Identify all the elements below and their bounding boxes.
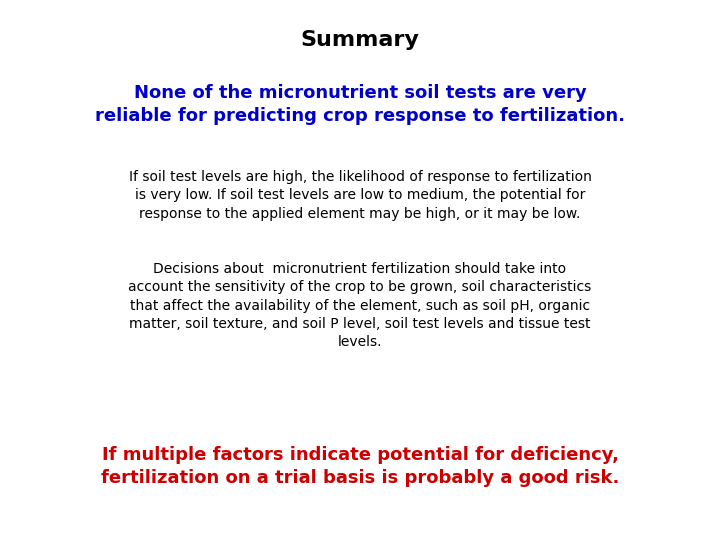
Text: If soil test levels are high, the likelihood of response to fertilization
is ver: If soil test levels are high, the likeli… [129, 170, 591, 221]
Text: Decisions about  micronutrient fertilization should take into
account the sensit: Decisions about micronutrient fertilizat… [128, 262, 592, 349]
Text: If multiple factors indicate potential for deficiency,
fertilization on a trial : If multiple factors indicate potential f… [101, 446, 619, 487]
Text: None of the micronutrient soil tests are very
reliable for predicting crop respo: None of the micronutrient soil tests are… [95, 84, 625, 125]
Text: Summary: Summary [300, 30, 420, 50]
